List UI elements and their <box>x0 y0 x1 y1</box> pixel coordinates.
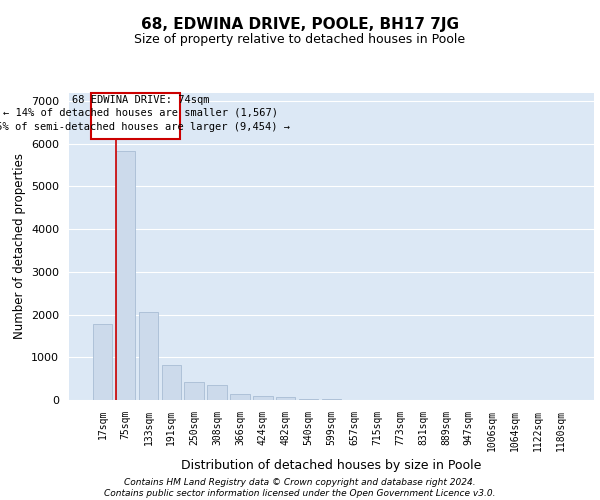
Bar <box>93 324 112 400</box>
Text: 68 EDWINA DRIVE: 74sqm: 68 EDWINA DRIVE: 74sqm <box>71 94 209 104</box>
Bar <box>276 397 295 400</box>
Bar <box>139 312 158 400</box>
Bar <box>230 394 250 400</box>
X-axis label: Distribution of detached houses by size in Poole: Distribution of detached houses by size … <box>181 459 482 472</box>
Bar <box>208 386 227 400</box>
Text: ← 14% of detached houses are smaller (1,567): ← 14% of detached houses are smaller (1,… <box>3 108 278 118</box>
Y-axis label: Number of detached properties: Number of detached properties <box>13 153 26 339</box>
Bar <box>91 92 181 140</box>
Text: Size of property relative to detached houses in Poole: Size of property relative to detached ho… <box>134 32 466 46</box>
Bar <box>161 365 181 400</box>
Text: Contains HM Land Registry data © Crown copyright and database right 2024.
Contai: Contains HM Land Registry data © Crown c… <box>104 478 496 498</box>
Text: 68, EDWINA DRIVE, POOLE, BH17 7JG: 68, EDWINA DRIVE, POOLE, BH17 7JG <box>141 18 459 32</box>
Text: 85% of semi-detached houses are larger (9,454) →: 85% of semi-detached houses are larger (… <box>0 122 290 132</box>
Bar <box>184 382 204 400</box>
Bar <box>253 396 272 400</box>
Bar <box>299 398 319 400</box>
Bar <box>116 152 135 400</box>
